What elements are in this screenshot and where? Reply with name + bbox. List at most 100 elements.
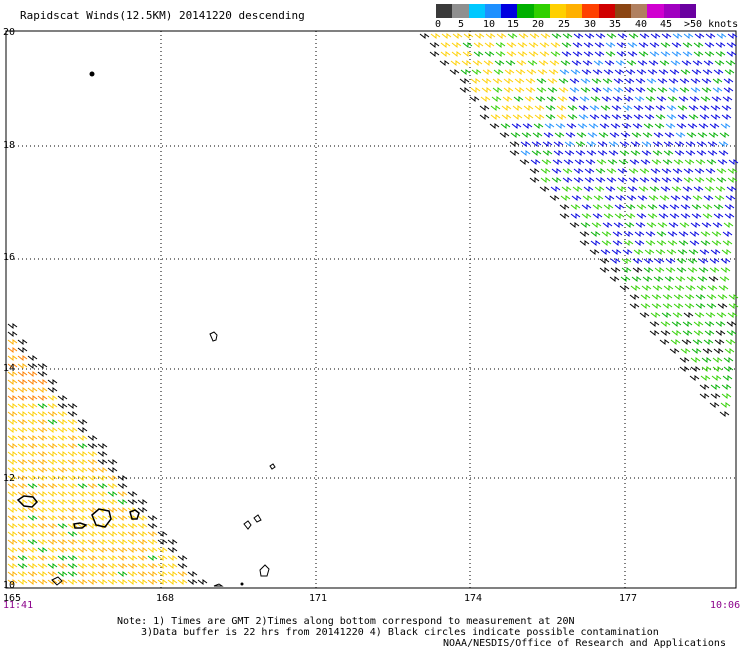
- wind-barb: [621, 123, 632, 130]
- wind-barb: [107, 531, 118, 538]
- wind-barb: [580, 87, 591, 94]
- wind-barb: [672, 312, 683, 319]
- wind-barb: [47, 555, 58, 562]
- wind-barb: [665, 267, 676, 274]
- wind-barb: [555, 123, 566, 130]
- wind-barb: [137, 515, 148, 522]
- islands: [16, 71, 276, 587]
- wind-barb: [589, 114, 600, 121]
- wind-barb: [551, 177, 562, 184]
- wind-barb: [57, 427, 68, 434]
- wind-barb: [620, 132, 631, 139]
- wind-barb: [37, 387, 48, 394]
- wind-barb: [67, 507, 78, 514]
- wind-barb: [504, 69, 515, 76]
- lat-label-20: 20: [3, 27, 16, 38]
- wind-barb: [652, 141, 663, 148]
- wind-barb: [633, 249, 644, 256]
- wind-barb: [685, 150, 696, 157]
- wind-barb: [699, 393, 710, 400]
- island-outline: [213, 583, 224, 587]
- wind-barb: [681, 195, 692, 202]
- wind-barb: [682, 42, 693, 49]
- wind-barb: [57, 539, 68, 546]
- wind-barb: [595, 177, 606, 184]
- wind-barb: [669, 348, 680, 355]
- wind-barb: [27, 371, 38, 378]
- wind-barb: [87, 435, 98, 442]
- wind-barb: [683, 312, 694, 319]
- wind-barb: [97, 531, 108, 538]
- wind-barb: [707, 285, 718, 292]
- wind-barb: [726, 321, 737, 328]
- wind-barb: [662, 303, 673, 310]
- wind-barb: [117, 571, 128, 578]
- wind-barb: [687, 123, 698, 130]
- wind-barb: [481, 87, 492, 94]
- wind-barb: [571, 60, 582, 67]
- colorbar-swatch: [679, 4, 696, 18]
- wind-barb: [666, 114, 677, 121]
- wind-barb: [47, 499, 58, 506]
- wind-barb: [679, 222, 690, 229]
- wind-barb: [137, 579, 148, 586]
- wind-barb: [536, 87, 547, 94]
- wind-barb: [489, 123, 500, 130]
- wind-barb: [654, 258, 665, 265]
- wind-barb: [712, 222, 723, 229]
- wind-barb: [17, 371, 28, 378]
- wind-barb: [668, 87, 679, 94]
- wind-barb: [580, 78, 591, 85]
- wind-barb: [37, 459, 48, 466]
- wind-barb: [644, 105, 655, 112]
- lat-label-10: 10: [3, 580, 16, 591]
- wind-barb: [77, 555, 88, 562]
- wind-barb: [57, 515, 68, 522]
- wind-barb: [629, 159, 640, 166]
- wind-barb: [540, 168, 551, 175]
- wind-barb: [674, 285, 685, 292]
- wind-barb: [710, 105, 721, 112]
- wind-barb: [57, 419, 68, 426]
- wind-barb: [616, 42, 627, 49]
- wind-speed-colorbar: [436, 4, 696, 18]
- wind-barb: [726, 330, 737, 337]
- wind-barb: [439, 60, 450, 67]
- wind-barb: [37, 571, 48, 578]
- wind-barb: [462, 42, 473, 49]
- wind-barb: [57, 483, 68, 490]
- wind-barb: [518, 33, 529, 40]
- wind-barb: [67, 579, 78, 586]
- wind-barb: [641, 150, 652, 157]
- wind-barb: [524, 96, 535, 103]
- wind-barb: [551, 168, 562, 175]
- wind-barb: [558, 78, 569, 85]
- wind-barb: [632, 258, 643, 265]
- wind-barb: [7, 523, 18, 530]
- wind-barb: [558, 87, 569, 94]
- wind-barb: [674, 141, 685, 148]
- wind-barb: [67, 547, 78, 554]
- wind-barb: [565, 132, 576, 139]
- wind-barb: [67, 419, 78, 426]
- wind-barb: [117, 491, 128, 498]
- wind-barb: [37, 427, 48, 434]
- wind-barb: [513, 96, 524, 103]
- wind-barb: [620, 276, 631, 283]
- wind-barb: [639, 168, 650, 175]
- wind-barb: [549, 60, 560, 67]
- wind-barb: [675, 276, 686, 283]
- lat-label-18: 18: [3, 140, 16, 151]
- wind-barb: [709, 402, 720, 409]
- wind-barb: [494, 60, 505, 67]
- wind-barb: [429, 51, 440, 58]
- wind-barb: [575, 141, 586, 148]
- wind-barb: [97, 547, 108, 554]
- wind-barb: [696, 285, 707, 292]
- wind-barb: [671, 186, 682, 193]
- wind-barb: [669, 69, 680, 76]
- wind-barb: [603, 213, 614, 220]
- wind-barb: [27, 547, 38, 554]
- wind-barb: [606, 33, 617, 40]
- wind-barb: [483, 60, 494, 67]
